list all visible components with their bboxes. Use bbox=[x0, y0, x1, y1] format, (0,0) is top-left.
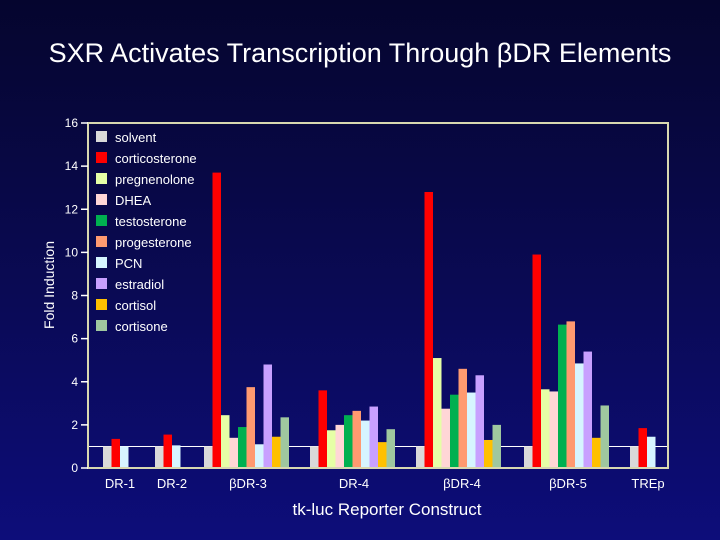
legend-swatch-cortisone bbox=[96, 320, 107, 331]
bar-cortisone-5 bbox=[600, 405, 609, 468]
legend-swatch-pregnenolone bbox=[96, 173, 107, 184]
bar-progesterone-5 bbox=[566, 321, 575, 468]
legend-label-cortisol: cortisol bbox=[115, 298, 156, 313]
bar-solvent-6 bbox=[630, 446, 639, 468]
legend-swatch-solvent bbox=[96, 131, 107, 142]
y-tick-label: 12 bbox=[65, 202, 79, 216]
x-tick-label: DR-2 bbox=[157, 476, 187, 491]
bar-pregnenolone-5 bbox=[541, 389, 550, 468]
slide-title: SXR Activates Transcription Through βDR … bbox=[48, 38, 672, 68]
bar-solvent-1 bbox=[155, 446, 164, 468]
bar-dhea-3 bbox=[335, 424, 344, 468]
y-axis-label: Fold Induction bbox=[41, 241, 57, 329]
legend-swatch-testosterone bbox=[96, 215, 107, 226]
legend-label-pregnenolone: pregnenolone bbox=[115, 172, 195, 187]
bar-cortisone-3 bbox=[386, 429, 395, 468]
x-tick-label: βDR-3 bbox=[229, 476, 267, 491]
y-tick-label: 0 bbox=[71, 461, 78, 475]
bar-cortisone-4 bbox=[492, 424, 501, 468]
bar-progesterone-3 bbox=[352, 410, 361, 468]
legend-label-solvent: solvent bbox=[115, 130, 157, 145]
bar-pcn-1 bbox=[172, 445, 181, 468]
legend-label-pcn: PCN bbox=[115, 256, 142, 271]
bar-estradiol-5 bbox=[583, 351, 592, 468]
bar-solvent-0 bbox=[103, 446, 112, 468]
bar-corticosterone-0 bbox=[111, 438, 120, 468]
bar-pcn-4 bbox=[467, 392, 476, 468]
bar-estradiol-4 bbox=[475, 375, 484, 468]
bar-corticosterone-3 bbox=[318, 390, 327, 468]
y-tick-label: 16 bbox=[65, 116, 79, 130]
bar-solvent-5 bbox=[524, 446, 533, 468]
y-tick-label: 10 bbox=[65, 245, 79, 259]
bar-testosterone-4 bbox=[450, 394, 459, 468]
bar-cortisol-4 bbox=[484, 439, 493, 468]
bar-solvent-2 bbox=[204, 446, 213, 468]
legend-swatch-cortisol bbox=[96, 299, 107, 310]
bar-solvent-3 bbox=[310, 446, 319, 468]
legend-swatch-corticosterone bbox=[96, 152, 107, 163]
bar-corticosterone-5 bbox=[532, 254, 541, 468]
x-axis-label: tk-luc Reporter Construct bbox=[293, 500, 482, 519]
legend-swatch-dhea bbox=[96, 194, 107, 205]
legend-swatch-estradiol bbox=[96, 278, 107, 289]
bar-pregnenolone-4 bbox=[433, 358, 442, 468]
bar-testosterone-3 bbox=[344, 415, 353, 468]
y-tick-label: 4 bbox=[71, 375, 78, 389]
x-tick-label: βDR-5 bbox=[549, 476, 587, 491]
bar-solvent-4 bbox=[416, 446, 425, 468]
legend-label-corticosterone: corticosterone bbox=[115, 151, 197, 166]
bar-corticosterone-4 bbox=[424, 192, 433, 468]
bar-pregnenolone-2 bbox=[221, 415, 230, 468]
bar-estradiol-2 bbox=[263, 364, 272, 468]
bar-cortisol-2 bbox=[272, 436, 281, 468]
bar-dhea-4 bbox=[441, 408, 450, 468]
bar-pcn-6 bbox=[647, 436, 656, 468]
legend-label-dhea: DHEA bbox=[115, 193, 151, 208]
bar-pregnenolone-3 bbox=[327, 430, 336, 468]
bar-pcn-0 bbox=[120, 446, 129, 468]
bar-corticosterone-6 bbox=[638, 428, 647, 468]
x-tick-label: DR-4 bbox=[339, 476, 369, 491]
bar-cortisol-5 bbox=[592, 437, 601, 468]
legend-label-progesterone: progesterone bbox=[115, 235, 192, 250]
legend-label-estradiol: estradiol bbox=[115, 277, 164, 292]
bar-pcn-3 bbox=[361, 420, 370, 468]
bar-cortisone-2 bbox=[280, 417, 289, 468]
bar-progesterone-4 bbox=[458, 368, 467, 468]
y-tick-label: 2 bbox=[71, 418, 78, 432]
bar-dhea-2 bbox=[229, 437, 238, 468]
y-tick-label: 14 bbox=[65, 159, 79, 173]
bar-dhea-5 bbox=[549, 391, 558, 468]
legend-swatch-pcn bbox=[96, 257, 107, 268]
y-tick-label: 8 bbox=[71, 289, 78, 303]
bar-pcn-2 bbox=[255, 444, 264, 468]
x-tick-label: βDR-4 bbox=[443, 476, 481, 491]
bar-testosterone-5 bbox=[558, 324, 567, 468]
legend-label-cortisone: cortisone bbox=[115, 319, 168, 334]
bar-corticosterone-1 bbox=[163, 434, 172, 468]
bar-progesterone-2 bbox=[246, 387, 255, 468]
x-tick-label: DR-1 bbox=[105, 476, 135, 491]
bar-estradiol-3 bbox=[369, 406, 378, 468]
y-tick-label: 6 bbox=[71, 332, 78, 346]
legend-label-testosterone: testosterone bbox=[115, 214, 187, 229]
bar-corticosterone-2 bbox=[212, 172, 221, 468]
x-tick-label: TREp bbox=[631, 476, 664, 491]
bar-cortisol-3 bbox=[378, 442, 387, 468]
bar-testosterone-2 bbox=[238, 427, 247, 468]
legend-swatch-progesterone bbox=[96, 236, 107, 247]
bar-pcn-5 bbox=[575, 363, 584, 468]
